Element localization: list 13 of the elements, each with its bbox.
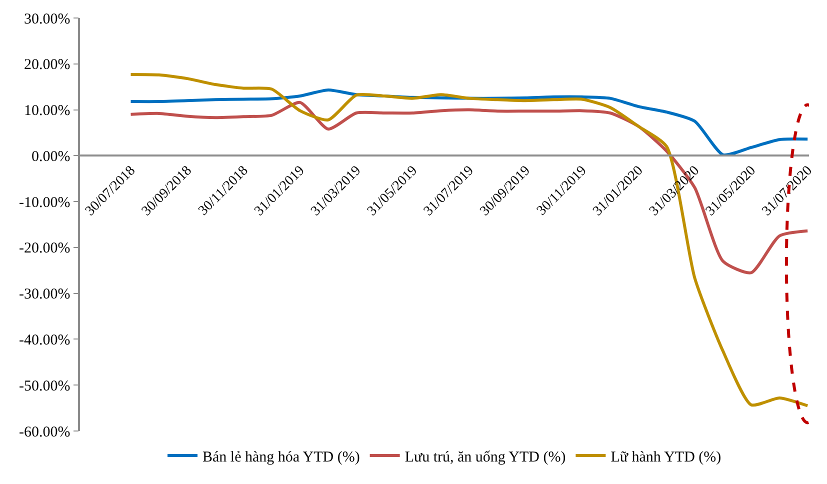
y-tick-label: -30.00% — [19, 286, 70, 303]
y-tick-label: -60.00% — [19, 424, 70, 440]
legend-label: Bán lẻ hàng hóa YTD (%) — [202, 449, 360, 466]
legend-label: Lữ hành YTD (%) — [610, 449, 722, 466]
y-tick-label: 30.00% — [24, 11, 70, 28]
y-tick-label: -50.00% — [19, 378, 70, 394]
y-tick-label: 10.00% — [24, 103, 70, 120]
legend-label: Lưu trú, ăn uống YTD (%) — [404, 449, 566, 466]
y-tick-label: -40.00% — [19, 332, 70, 348]
y-tick-label: 0.00% — [32, 148, 70, 165]
y-tick-label: -20.00% — [19, 240, 70, 257]
y-tick-label: -10.00% — [19, 194, 70, 211]
y-tick-label: 20.00% — [24, 57, 70, 74]
